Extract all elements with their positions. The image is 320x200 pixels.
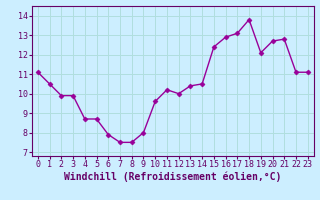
X-axis label: Windchill (Refroidissement éolien,°C): Windchill (Refroidissement éolien,°C) bbox=[64, 172, 282, 182]
